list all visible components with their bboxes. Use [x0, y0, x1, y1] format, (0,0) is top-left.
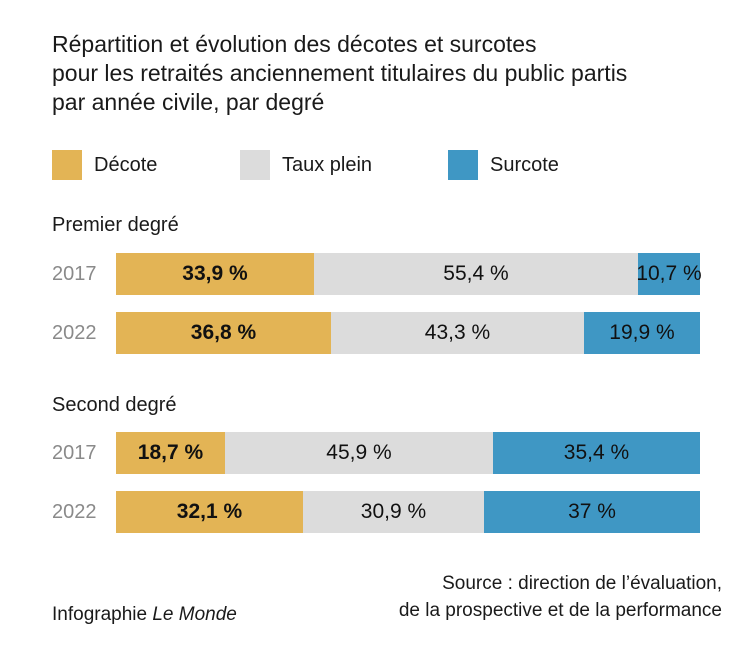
title-line-3: par année civile, par degré	[52, 89, 325, 115]
bar-row: 32,1 % 30,9 % 37 %	[116, 491, 700, 533]
data-label: 36,8 %	[190, 321, 257, 344]
credit-prefix: Infographie	[52, 604, 153, 625]
year-label: 2017	[52, 442, 97, 464]
bar-row: 33,9 % 55,4 % 10,7 %	[116, 253, 702, 295]
data-label: 43,3 %	[424, 321, 491, 344]
legend-item-taux-plein: Taux plein	[240, 148, 372, 182]
credit-publication: Le Monde	[152, 604, 237, 625]
bar-segment-decote: 33,9 %	[116, 253, 314, 295]
bar-segment-taux-plein: 55,4 %	[314, 253, 638, 295]
bar-segment-decote: 36,8 %	[116, 312, 331, 354]
year-label: 2017	[52, 263, 97, 285]
bar-segment-taux-plein: 43,3 %	[331, 312, 584, 354]
data-label: 32,1 %	[176, 500, 243, 523]
source: Source : direction de l’évaluation, de l…	[302, 570, 722, 624]
bar-segment-decote: 32,1 %	[116, 491, 303, 533]
legend-item-surcote: Surcote	[448, 148, 559, 182]
bar-segment-taux-plein: 45,9 %	[225, 432, 493, 474]
bar-row: 36,8 % 43,3 % 19,9 %	[116, 312, 700, 354]
chart-title: Répartition et évolution des décotes et …	[52, 30, 732, 117]
bar-segment-decote: 18,7 %	[116, 432, 225, 474]
legend-swatch-decote	[52, 150, 82, 180]
legend-item-decote: Décote	[52, 148, 157, 182]
bar-segment-surcote: 10,7 %	[636, 253, 702, 295]
group-label-second-degre: Second degré	[52, 394, 177, 416]
data-label: 33,9 %	[182, 262, 248, 285]
data-label: 45,9 %	[326, 441, 392, 464]
source-line-2: de la prospective et de la performance	[398, 600, 722, 621]
legend: Décote Taux plein Surcote	[52, 148, 732, 182]
year-label: 2022	[52, 501, 97, 523]
credit: Infographie Le Monde	[52, 604, 237, 626]
bar-segment-surcote: 37 %	[484, 491, 700, 533]
data-label: 10,7 %	[636, 262, 702, 285]
title-line-2: pour les retraités anciennement titulair…	[52, 60, 628, 86]
legend-label-surcote: Surcote	[490, 153, 559, 176]
bar-segment-surcote: 35,4 %	[493, 432, 700, 474]
legend-label-decote: Décote	[94, 153, 158, 176]
bar-segment-taux-plein: 30,9 %	[303, 491, 484, 533]
data-label: 35,4 %	[563, 441, 630, 464]
data-label: 30,9 %	[360, 500, 427, 523]
group-label-premier-degre: Premier degré	[52, 214, 179, 236]
data-label: 55,4 %	[443, 262, 509, 285]
legend-swatch-surcote	[448, 150, 478, 180]
data-label: 18,7 %	[137, 441, 204, 464]
legend-label-taux-plein: Taux plein	[282, 153, 373, 176]
data-label: 19,9 %	[609, 321, 675, 344]
bar-segment-surcote: 19,9 %	[584, 312, 700, 354]
source-line-1: Source : direction de l’évaluation,	[442, 573, 722, 594]
title-line-1: Répartition et évolution des décotes et …	[52, 31, 537, 57]
year-label: 2022	[52, 322, 97, 344]
data-label: 37 %	[568, 500, 616, 523]
legend-swatch-taux-plein	[240, 150, 270, 180]
bar-row: 18,7 % 45,9 % 35,4 %	[116, 432, 700, 474]
